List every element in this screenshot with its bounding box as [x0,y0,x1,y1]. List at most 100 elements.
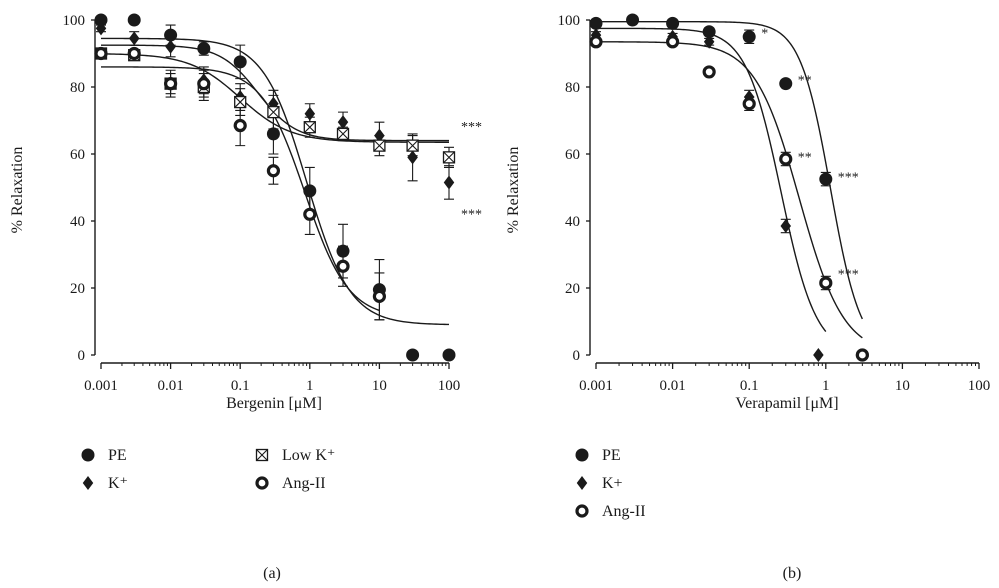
data-point-a-k [337,115,349,130]
significance-label-b-2: *** [838,170,859,185]
x-tick-label-b: 10 [895,378,910,394]
legend-label-b-angii: Ang-II [602,503,646,520]
legend-label-b-pe: PE [602,447,621,464]
data-point-a-ang-ii [233,118,247,133]
data-point-a-low-k [373,139,386,152]
data-point-b-ang-ii [589,35,603,49]
y-tick-label-a: 40 [70,214,85,230]
data-point-a-pe [303,184,317,198]
legend-label-a-k: K⁺ [108,475,128,492]
legend-marker-b-ang-ii [575,504,589,518]
significance-label-a-0: *** [461,120,482,135]
x-tick-label-b: 100 [968,378,991,394]
y-tick-label-b: 40 [565,214,580,230]
data-point-b-pe [779,77,793,91]
significance-label-b-0: * [761,26,768,41]
x-axis-title-a: Bergenin [μM] [226,395,322,412]
legend-symbol-b-k [576,476,588,490]
data-point-b-k [703,34,715,49]
legend-symbol-a-pe [81,448,95,462]
legend-label-a-pe: PE [108,447,127,464]
legend-marker-a-pe [81,448,95,462]
data-point-b-pe [702,25,716,39]
fit-curve-a-pe [101,37,450,326]
data-point-a-pe [197,41,211,55]
data-point-b-ang-ii [742,97,756,111]
data-point-a-low-k [406,139,419,152]
data-point-a-ang-ii [127,46,141,61]
x-tick-label-a: 0.001 [84,378,118,394]
data-point-b-pe [589,16,603,30]
data-point-a-ang-ii [336,259,350,273]
x-tick-label-b: 0.001 [579,378,613,394]
data-point-b-k [780,219,791,234]
y-tick-label-a: 0 [78,348,86,364]
legend-label-a-lowk: Low K⁺ [282,447,335,464]
y-axis-title-b: % Relaxation [505,147,522,234]
legend-a: PE K⁺ Low K⁺ Ang-II [81,447,335,492]
legend-marker-b-pe [575,448,589,462]
data-point-b-ang-ii [855,348,869,362]
data-point-a-k [443,175,455,190]
significance-label-b-4: *** [838,268,859,283]
data-point-a-k [374,128,385,143]
y-tick-label-a: 100 [63,13,86,29]
data-point-a-k [128,31,140,46]
data-point-b-pe [742,30,756,44]
data-point-a-ang-ii [303,207,317,221]
plot-area-a: 0 20 40 60 80 100 0.001 0.01 0.1 1 10 100 *** *** [63,13,483,394]
panel-caption-a: (a) [263,565,281,582]
legend-symbol-a-k [82,476,94,490]
y-tick-label-a: 20 [70,281,85,297]
fit-curve-b-ang-ii [596,41,863,339]
legend-symbol-a-ang-ii [255,476,269,490]
fit-curve-b-pe [596,20,863,320]
data-point-a-k [165,39,176,54]
data-point-a-pe [406,348,420,362]
x-tick-label-b: 0.1 [740,378,759,394]
legend-symbol-b-pe [575,448,589,462]
data-point-b-ang-ii [819,276,833,290]
fit-curve-a-low-k [100,53,449,143]
legend-label-b-k: K+ [602,475,623,492]
y-tick-label-a: 80 [70,80,85,96]
data-point-b-ang-ii [702,65,716,79]
data-point-a-low-k [234,95,247,109]
legend-symbol-a-low-k [255,448,269,462]
x-tick-label-a: 100 [438,378,461,394]
data-point-a-pe [127,13,141,27]
x-tick-label-b: 0.01 [659,378,685,394]
data-point-b-pe [626,13,640,27]
y-tick-label-b: 20 [565,281,580,297]
legend-marker-b-k [576,476,588,490]
data-point-a-k [407,150,418,165]
data-point-b-pe [819,172,833,186]
data-point-a-pe [164,28,178,42]
data-point-a-low-k [303,121,316,134]
data-point-b-pe [666,16,680,30]
legend-symbol-b-ang-ii [575,504,589,518]
data-point-b-k [813,348,824,362]
data-point-a-pe [94,13,108,27]
data-point-a-ang-ii [164,77,178,91]
panel-caption-b: (b) [783,565,802,582]
legend-b: PE K+ Ang-II [575,447,646,520]
data-point-b-ang-ii [665,35,680,49]
legend-marker-a-ang-ii [255,476,269,490]
data-point-a-low-k [336,127,350,141]
y-tick-label-a: 60 [70,147,85,163]
data-point-a-pe [336,244,350,258]
legend-label-a-angii: Ang-II [282,475,326,492]
data-point-a-low-k [267,105,280,119]
significance-label-b-3: ** [798,150,812,165]
data-point-a-ang-ii [94,46,108,61]
y-tick-label-b: 100 [558,13,581,29]
x-tick-label-b: 1 [822,378,830,394]
data-point-a-k [304,106,316,121]
data-point-a-pe [233,55,247,69]
data-point-b-ang-ii [779,152,793,166]
significance-label-b-1: ** [798,73,812,88]
